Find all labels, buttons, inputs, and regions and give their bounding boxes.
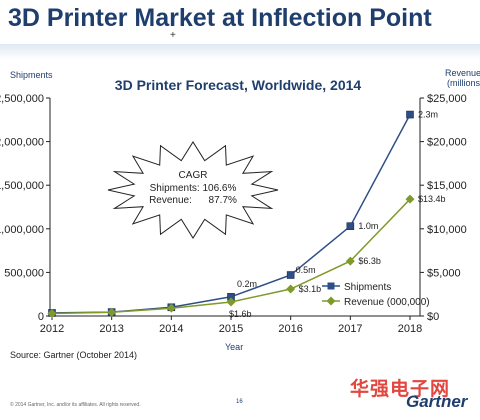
- cagr-shipments: Shipments: 106.6%: [150, 183, 237, 194]
- cagr-annotation: CAGR Shipments: 106.6% Revenue: 87.7%: [107, 141, 279, 239]
- x-tick-label: 2015: [219, 323, 243, 335]
- x-axis-title: Year: [225, 342, 243, 352]
- y-right-tick-label: $5,000: [427, 267, 461, 279]
- y-right-tick-label: $15,000: [427, 180, 467, 192]
- revenue-point: [226, 297, 236, 307]
- shipments-data-label: 0.2m: [237, 279, 257, 289]
- revenue-data-label: $13.4b: [418, 194, 446, 204]
- y-right-tick-label: $0: [427, 311, 439, 323]
- y-right-tick-label: $20,000: [427, 137, 467, 149]
- shipments-data-label: 1.0m: [358, 221, 378, 231]
- y-left-tick-label: 2,500,000: [0, 93, 44, 105]
- copyright-note: © 2014 Gartner, Inc. and/or its affiliat…: [10, 402, 141, 408]
- series-layer: 0.2m 0.5m 1.0m 2.3m $1.6b $3.1b $6.3b $13.4b: [47, 110, 446, 319]
- legend-label: Shipments: [344, 282, 391, 293]
- crosshair-cursor-icon: +: [170, 30, 176, 41]
- shipments-point: [346, 222, 355, 230]
- revenue-data-label: $1.6b: [229, 309, 252, 319]
- revenue-point: [405, 194, 415, 204]
- shipments-point: [286, 271, 295, 279]
- revenue-point: [107, 307, 117, 317]
- x-tick-label: 2012: [40, 323, 64, 335]
- shipments-point: [406, 110, 414, 119]
- cagr-title: CAGR: [179, 170, 208, 181]
- gartner-logo: Gartner: [406, 392, 468, 411]
- shipments-data-label: 0.5m: [296, 265, 316, 275]
- y-left-tick-label: 500,000: [4, 267, 44, 279]
- y-left-tick-label: 1,000,000: [0, 224, 44, 236]
- chart-title: 3D Printer Forecast, Worldwide, 2014: [115, 77, 362, 93]
- shipments-data-label: 2.3m: [418, 110, 438, 120]
- page-number: 16: [236, 399, 243, 405]
- y-right-tick-label: $25,000: [427, 93, 467, 105]
- x-tick-label: 2018: [398, 323, 422, 335]
- y-right-axis-title-line2: (millions): [447, 78, 480, 88]
- revenue-data-label: $6.3b: [358, 256, 381, 266]
- x-tick-label: 2014: [159, 323, 183, 335]
- y-left-tick-label: 2,000,000: [0, 137, 44, 149]
- y-left-tick-label: 1,500,000: [0, 180, 44, 192]
- revenue-point: [286, 284, 296, 294]
- x-tick-label: 2016: [278, 323, 302, 335]
- revenue-data-label: $3.1b: [299, 284, 322, 294]
- y-right-axis-title-line1: Revenue: [445, 68, 480, 78]
- revenue-point: [345, 256, 355, 266]
- y-left-axis-title: Shipments: [10, 70, 53, 80]
- x-tick-label: 2013: [99, 323, 123, 335]
- legend-swatch-marker: [326, 296, 336, 306]
- forecast-chart: 3D Printer Forecast, Worldwide, 2014 Shi…: [0, 68, 480, 352]
- source-note: Source: Gartner (October 2014): [10, 350, 138, 360]
- x-tick-label: 2017: [338, 323, 362, 335]
- y-left-tick-label: 0: [38, 311, 44, 323]
- revenue-point: [47, 308, 57, 318]
- cagr-revenue: Revenue: 87.7%: [149, 195, 237, 206]
- y-right-tick-label: $10,000: [427, 224, 467, 236]
- watermark: 华强电子网: [350, 378, 451, 400]
- cagr-starburst: [107, 141, 279, 239]
- legend-swatch-marker: [327, 282, 335, 290]
- legend-label: Revenue (000,000): [344, 297, 430, 308]
- legend: Shipments Revenue (000,000): [322, 282, 430, 308]
- title-rule: [0, 44, 480, 60]
- revenue-point: [166, 303, 176, 313]
- slide-title: 3D Printer Market at Inflection Point: [8, 4, 432, 32]
